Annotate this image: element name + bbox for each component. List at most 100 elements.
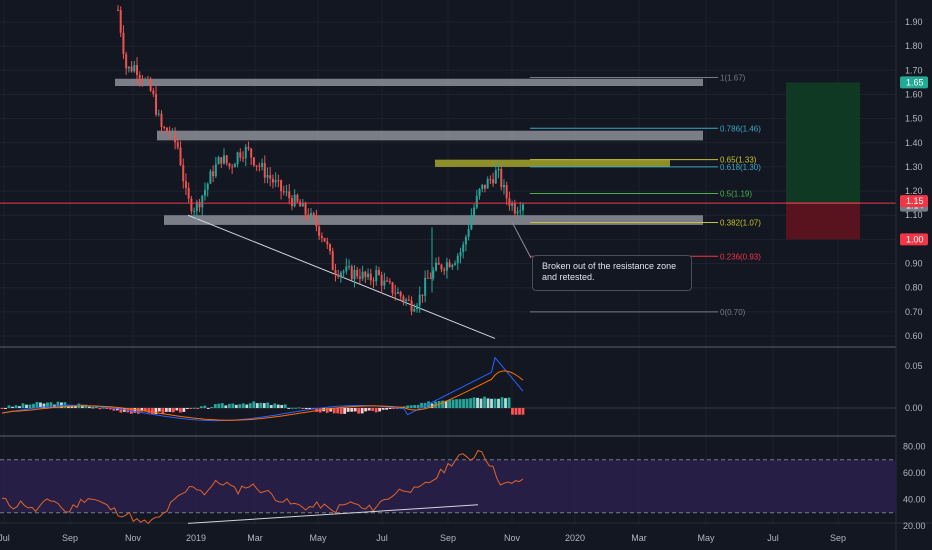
candle-body: [467, 229, 470, 237]
fib-label-3: 0.618(1.30): [720, 163, 761, 172]
macd-histogram-bar: [329, 408, 333, 412]
candle-body: [367, 273, 370, 278]
candle-body: [391, 282, 394, 294]
macd-histogram-bar: [63, 402, 67, 408]
candle-body: [369, 273, 372, 281]
candle-body: [353, 269, 356, 280]
candle-body: [301, 203, 304, 207]
time-tick-label: Nov: [504, 533, 521, 543]
candle-body: [451, 264, 454, 268]
candle-body: [494, 170, 497, 184]
candle-body: [326, 241, 329, 245]
candle-body: [358, 276, 361, 279]
candle-body: [214, 164, 217, 177]
macd-histogram-bar: [133, 408, 137, 413]
candle-body: [252, 157, 255, 166]
macd-histogram-bar: [511, 408, 514, 415]
price-scale-marker: [900, 76, 928, 89]
macd-histogram-bar: [409, 405, 413, 408]
candle-body: [209, 171, 212, 184]
candle-body: [244, 146, 247, 159]
macd-histogram-bar: [469, 398, 472, 408]
zone-0: [115, 78, 703, 87]
time-axis[interactable]: Jul Sep Nov 2019 Mar May Jul Sep Nov 2020 Mar May Ju…: [0, 533, 846, 543]
candle-body: [152, 90, 155, 94]
candle-body: [405, 299, 408, 301]
time-tick-label: Jul: [376, 533, 388, 543]
macd-histogram-bar: [217, 403, 221, 408]
macd-histogram-bar: [357, 408, 361, 414]
candle-body: [410, 300, 413, 312]
macd-histogram-bar: [0, 408, 4, 409]
trendlines[interactable]: [187, 214, 496, 339]
price-tick-label: 0.70: [905, 307, 923, 317]
macd-histogram-bar: [455, 399, 458, 408]
candle-body: [296, 194, 299, 202]
candle-body: [500, 168, 503, 188]
candle-body: [464, 236, 467, 245]
macd-histogram-bar: [136, 408, 140, 414]
candle-body: [274, 180, 277, 183]
macd-histogram-bar: [287, 407, 291, 409]
candle-body: [462, 244, 465, 253]
candle-body: [386, 280, 389, 282]
macd-histogram-bar: [175, 408, 179, 411]
candle-body: [290, 198, 293, 207]
time-tick-label: Mar: [631, 533, 647, 543]
candle-body: [163, 127, 166, 129]
candle-body: [119, 10, 122, 33]
candle-body: [377, 269, 380, 276]
time-tick-label: Nov: [125, 533, 142, 543]
macd-histogram-bar: [381, 408, 385, 410]
macd-histogram-bar: [472, 397, 476, 408]
candle-body: [364, 271, 367, 278]
long-position-tool[interactable]: [786, 82, 860, 240]
candle-body: [206, 183, 209, 190]
candle-body: [443, 269, 446, 271]
macd-histogram-bar: [7, 405, 11, 408]
annotation-callout[interactable]: Broken out of the resistance zone and re…: [532, 255, 692, 291]
candle-body: [522, 204, 524, 211]
macd-histogram-bar: [500, 397, 504, 408]
macd-histogram-bar: [416, 404, 420, 408]
macd-histogram-bar: [458, 399, 462, 408]
candle-body: [435, 262, 438, 271]
macd-histogram-bar: [95, 406, 98, 408]
price-axis[interactable]: 1.90 1.80 1.70 1.60 1.50 1.40 1.30 1.20 1.10 1.00…: [900, 17, 928, 531]
time-tick-label: May: [309, 533, 327, 543]
candle-body: [285, 191, 288, 193]
candle-body: [309, 213, 312, 220]
macd-histogram-bar: [178, 408, 182, 413]
candle-body: [184, 181, 187, 188]
macd-histogram-bar: [444, 400, 448, 408]
candle-body: [345, 266, 348, 272]
time-tick-label: Mar: [247, 533, 263, 543]
candle-body: [339, 272, 342, 277]
macd-histogram-bar: [91, 407, 95, 409]
candle-body: [483, 184, 486, 189]
macd-histogram-bar: [385, 408, 389, 410]
candle-body: [125, 54, 128, 69]
candle-body: [266, 175, 269, 178]
fib-label-5: 0.382(1.07): [720, 218, 761, 227]
macd-histogram-bar: [374, 408, 378, 413]
macd-histogram-bar: [304, 408, 308, 409]
macd-histogram-bar: [102, 407, 105, 409]
macd-histogram-bar: [21, 403, 25, 408]
candle-body: [424, 277, 427, 296]
candle-body: [255, 165, 258, 167]
candle-body: [356, 269, 359, 277]
candle-body: [165, 127, 168, 133]
candle-body: [304, 203, 307, 215]
candle-body: [489, 179, 492, 181]
candle-body: [331, 251, 334, 271]
candle-body: [440, 264, 443, 270]
macd-histogram-bar: [42, 403, 46, 408]
macd-histogram-bar: [350, 408, 354, 412]
zone-2: [435, 159, 670, 167]
macd-histogram-bar: [241, 403, 245, 408]
macd-histogram-bar: [388, 408, 392, 409]
candle-body: [141, 78, 144, 83]
macd-histogram-bar: [259, 402, 263, 408]
